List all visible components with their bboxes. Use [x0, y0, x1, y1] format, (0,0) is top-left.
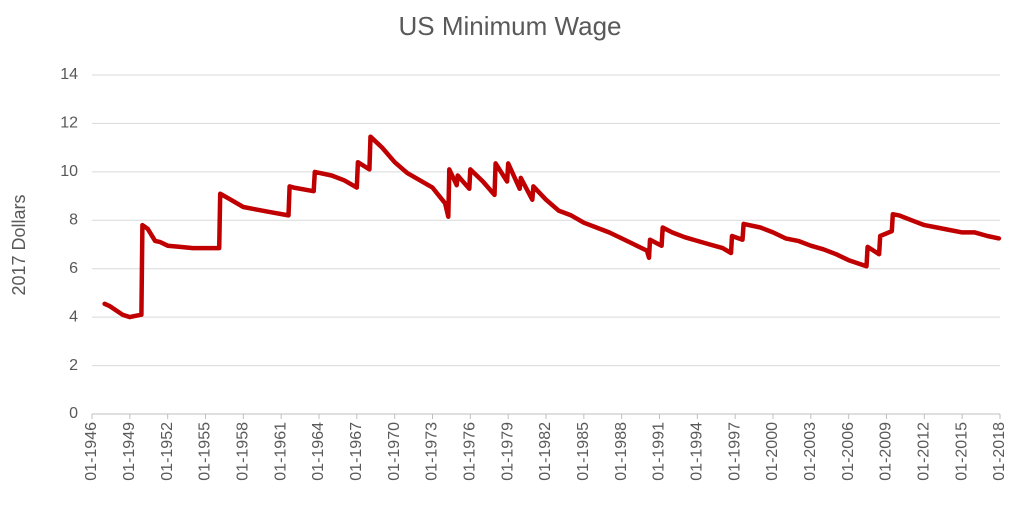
y-tick-label: 14 [60, 66, 78, 83]
x-tick-label: 01-2006 [840, 422, 857, 481]
x-tick-label: 01-1982 [537, 422, 554, 481]
x-tick-label: 01-1952 [159, 422, 176, 481]
x-tick-label: 01-1985 [575, 422, 592, 481]
x-tick-label: 01-1973 [424, 422, 441, 481]
x-tick-label: 01-1970 [386, 422, 403, 481]
x-tick-label: 01-1979 [499, 422, 516, 481]
x-tick-label: 01-2015 [953, 422, 970, 481]
y-tick-label: 0 [69, 405, 78, 422]
x-tick-label: 01-1988 [613, 422, 630, 481]
x-tick-label: 01-1958 [235, 422, 252, 481]
x-tick-label: 01-1994 [689, 422, 706, 481]
x-tick-label: 01-2018 [991, 422, 1008, 481]
x-tick-label: 01-2000 [764, 422, 781, 481]
y-tick-label: 2 [69, 357, 78, 374]
x-tick-label: 01-2003 [802, 422, 819, 481]
x-tick-label: 01-1967 [348, 422, 365, 481]
y-tick-label: 12 [60, 115, 78, 132]
data-line [102, 134, 1002, 320]
x-tick-label: 01-1991 [651, 422, 668, 481]
x-tick-label: 01-1955 [197, 422, 214, 481]
x-tick-label: 01-1964 [310, 422, 327, 481]
x-tick-label: 01-1961 [272, 422, 289, 481]
y-tick-label: 10 [60, 163, 78, 180]
y-tick-label: 4 [69, 308, 78, 325]
x-tick-label: 01-1976 [462, 422, 479, 481]
x-tick-label: 01-2009 [878, 422, 895, 481]
chart-title: US Minimum Wage [399, 11, 622, 41]
x-tick-label: 01-1946 [83, 422, 100, 481]
x-tick-label: 01-2012 [916, 422, 933, 481]
y-tick-label: 6 [69, 260, 78, 277]
y-tick-label: 8 [69, 212, 78, 229]
y-axis-label: 2017 Dollars [9, 194, 29, 295]
x-tick-label: 01-1949 [121, 422, 138, 481]
x-tick-label: 01-1997 [726, 422, 743, 481]
